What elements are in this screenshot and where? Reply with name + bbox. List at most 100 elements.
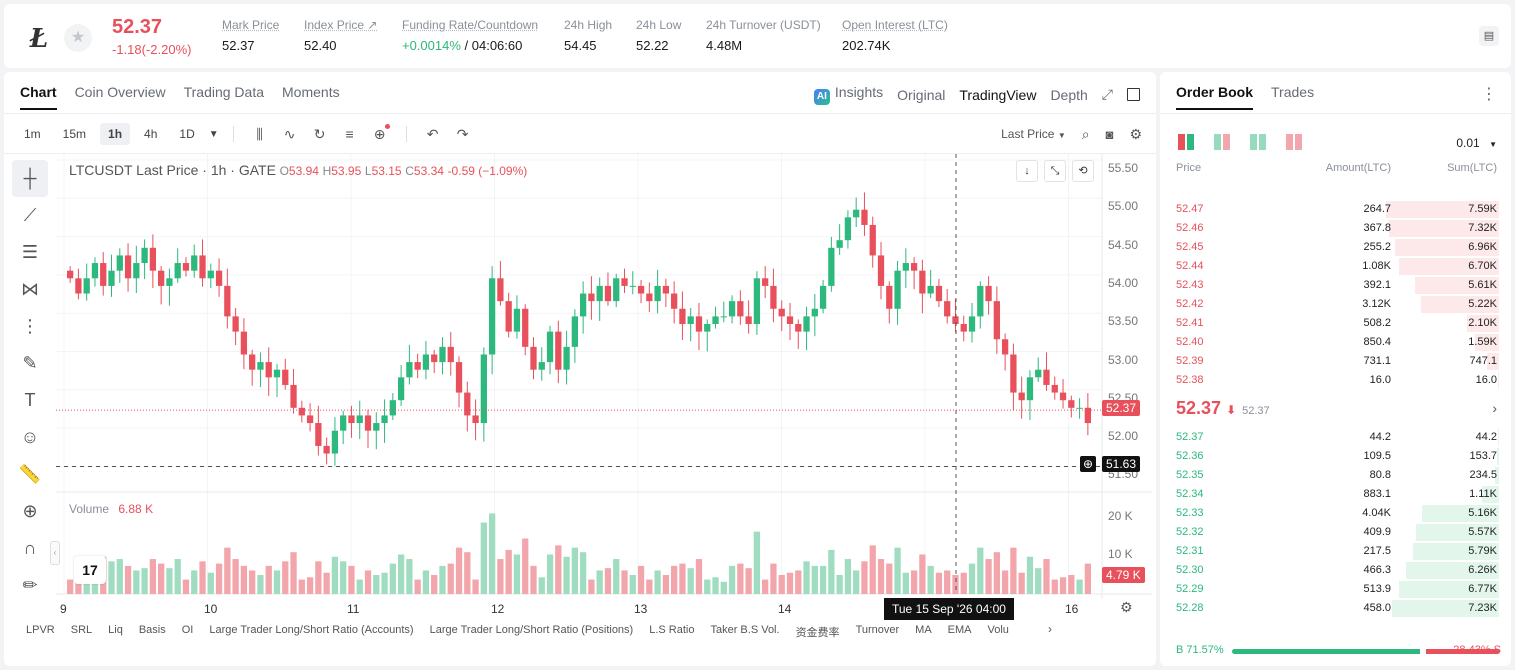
template-icon[interactable]: ≡ (345, 126, 354, 142)
layout-bids-icon[interactable] (1250, 134, 1266, 150)
indicator-shortcut[interactable]: OI (181, 624, 194, 636)
add-alert-icon[interactable]: ⊕ (1080, 456, 1096, 472)
bid-row[interactable]: 52.30 466.3 6.26K (1160, 561, 1511, 580)
timeframe-1d[interactable]: 1D (179, 127, 195, 141)
ask-row[interactable]: 52.42 3.12K 5.22K (1160, 295, 1511, 314)
notes-icon[interactable]: ▤ (1479, 26, 1499, 46)
redo-icon[interactable]: ↷ (456, 125, 469, 142)
bid-row[interactable]: 52.35 80.8 234.5 (1160, 466, 1511, 485)
indicator-shortcut[interactable]: Volu (987, 624, 1009, 636)
view-original[interactable]: Original (897, 86, 946, 103)
candle-body (1051, 384, 1058, 393)
ask-row[interactable]: 52.41 508.2 2.10K (1160, 314, 1511, 333)
bid-row[interactable]: 52.36 109.5 153.7 (1160, 447, 1511, 466)
indicator-scroll-right-icon[interactable]: › (1048, 622, 1052, 636)
indicator-shortcut[interactable]: Turnover (855, 624, 900, 636)
window-icon[interactable] (1127, 88, 1140, 101)
candle-type-icon[interactable]: ⫼ (256, 125, 263, 142)
indicator-shortcut[interactable]: Basis (138, 624, 166, 636)
ask-row[interactable]: 52.44 1.08K 6.70K (1160, 257, 1511, 276)
tab-moments[interactable]: Moments (282, 84, 340, 100)
ask-row[interactable]: 52.38 16.0 16.0 (1160, 371, 1511, 390)
indicator-shortcut[interactable]: Large Trader Long/Short Ratio (Accounts) (209, 624, 414, 636)
fib-icon[interactable]: ⋮ (21, 316, 39, 336)
text-tool-icon[interactable]: T (24, 390, 36, 410)
tab-trades[interactable]: Trades (1271, 84, 1315, 100)
refresh-icon[interactable]: ↻ (313, 125, 326, 142)
scroll-down-icon[interactable]: ↓ (1016, 160, 1038, 182)
add-indicator-icon[interactable]: ⊕ (368, 123, 392, 143)
indicator-shortcut[interactable]: Liq (108, 624, 123, 636)
indicators-icon[interactable]: ∿ (283, 125, 296, 142)
mid-price[interactable]: 52.37 ⬇ 52.37 (1176, 398, 1270, 419)
layout-both-icon[interactable] (1178, 134, 1194, 150)
tab-coin-overview[interactable]: Coin Overview (74, 84, 166, 100)
more-options-icon[interactable]: ⋮ (1481, 86, 1497, 103)
zoom-in-icon[interactable]: ⊕ (22, 501, 38, 521)
crosshair-icon[interactable]: ┼ (12, 160, 48, 197)
stat-funding-rate[interactable]: Funding Rate/Countdown +0.0014% / 04:06:… (402, 18, 538, 53)
timeframe-4h[interactable]: 4h (144, 127, 158, 141)
layout-split-icon[interactable] (1214, 134, 1230, 150)
chevron-right-icon[interactable]: › (1492, 400, 1497, 416)
brush-icon[interactable]: ✎ (22, 353, 38, 373)
tab-chart[interactable]: Chart (20, 84, 57, 110)
magnet-icon[interactable]: ∩ (23, 538, 37, 558)
ask-row[interactable]: 52.39 731.1 747.1 (1160, 352, 1511, 371)
indicator-shortcut[interactable]: L.S Ratio (649, 624, 695, 636)
bid-row[interactable]: 52.34 883.1 1.11K (1160, 485, 1511, 504)
ask-row[interactable]: 52.47 264.7 7.59K (1160, 200, 1511, 219)
indicator-shortcut[interactable]: Taker B.S Vol. (710, 624, 780, 636)
settings-gear-icon[interactable]: ⚙ (1129, 125, 1142, 142)
view-depth[interactable]: Depth (1050, 86, 1088, 103)
bid-row[interactable]: 52.33 4.04K 5.16K (1160, 504, 1511, 523)
bid-row[interactable]: 52.28 458.0 7.23K (1160, 599, 1511, 618)
price-chart[interactable] (56, 154, 1152, 622)
tradingview-logo-icon[interactable]: 17 (74, 556, 106, 584)
layout-asks-icon[interactable] (1286, 134, 1302, 150)
ruler-icon[interactable]: 📏 (18, 464, 42, 484)
indicator-shortcut[interactable]: SRL (70, 624, 93, 636)
search-icon[interactable]: ⌕ (1081, 125, 1090, 142)
ask-row[interactable]: 52.43 392.1 5.61K (1160, 276, 1511, 295)
pencil-icon[interactable]: ✏ (22, 575, 38, 595)
undo-icon[interactable]: ↶ (426, 125, 439, 142)
stat-mark-price[interactable]: Mark Price 52.37 (222, 18, 279, 53)
favorite-star-icon[interactable]: ★ (64, 24, 92, 52)
ask-row[interactable]: 52.45 255.2 6.96K (1160, 238, 1511, 257)
timeframe-15m[interactable]: 15m (62, 127, 87, 141)
indicator-shortcut[interactable]: LPVR (26, 624, 55, 636)
chart-refresh-icon[interactable]: ⟲ (1072, 160, 1094, 182)
ask-row[interactable]: 52.46 367.8 7.32K (1160, 219, 1511, 238)
stat-index-price[interactable]: Index Price ↗ 52.40 (304, 18, 377, 53)
trend-line-icon[interactable]: ⟋ (23, 205, 37, 225)
price-type-select[interactable]: Last Price ▼ (1001, 127, 1066, 141)
horizontal-lines-icon[interactable]: ☰ (21, 242, 39, 262)
collapse-toolbar-icon[interactable]: ‹ (50, 541, 60, 565)
tab-order-book[interactable]: Order Book (1176, 84, 1254, 110)
indicator-shortcut[interactable]: Large Trader Long/Short Ratio (Positions… (429, 624, 634, 636)
timeframe-1m[interactable]: 1m (24, 127, 41, 141)
indicator-shortcut[interactable]: 资金费率 (795, 627, 840, 639)
ask-row[interactable]: 52.40 850.4 1.59K (1160, 333, 1511, 352)
bid-row[interactable]: 52.29 513.9 6.77K (1160, 580, 1511, 599)
precision-select[interactable]: 0.01 ▼ (1456, 136, 1497, 150)
bid-row[interactable]: 52.31 217.5 5.79K (1160, 542, 1511, 561)
emoji-icon[interactable]: ☺ (20, 427, 40, 447)
bid-row[interactable]: 52.37 44.2 44.2 (1160, 428, 1511, 447)
view-insights[interactable]: AI Insights (813, 84, 883, 105)
timeframe-1h[interactable]: 1h (100, 123, 131, 145)
collapse-arrows-icon[interactable]: ⤡ (1044, 160, 1066, 182)
camera-icon[interactable]: ◙ (1105, 126, 1114, 142)
timeframe-dropdown-icon[interactable]: ▼ (208, 128, 219, 140)
indicator-shortcut[interactable]: EMA (947, 624, 972, 636)
axis-settings-icon[interactable]: ⚙ (1120, 599, 1133, 615)
view-tradingview[interactable]: TradingView (959, 86, 1037, 103)
bid-row[interactable]: 52.32 409.9 5.57K (1160, 523, 1511, 542)
depth-bar (1398, 258, 1499, 275)
pattern-icon[interactable]: ⋈ (21, 279, 39, 299)
expand-icon[interactable]: ⤢ (1101, 86, 1113, 102)
tab-trading-data[interactable]: Trading Data (183, 84, 265, 100)
stat-open-interest[interactable]: Open Interest (LTC) 202.74K (842, 18, 948, 53)
indicator-shortcut[interactable]: MA (915, 624, 932, 636)
